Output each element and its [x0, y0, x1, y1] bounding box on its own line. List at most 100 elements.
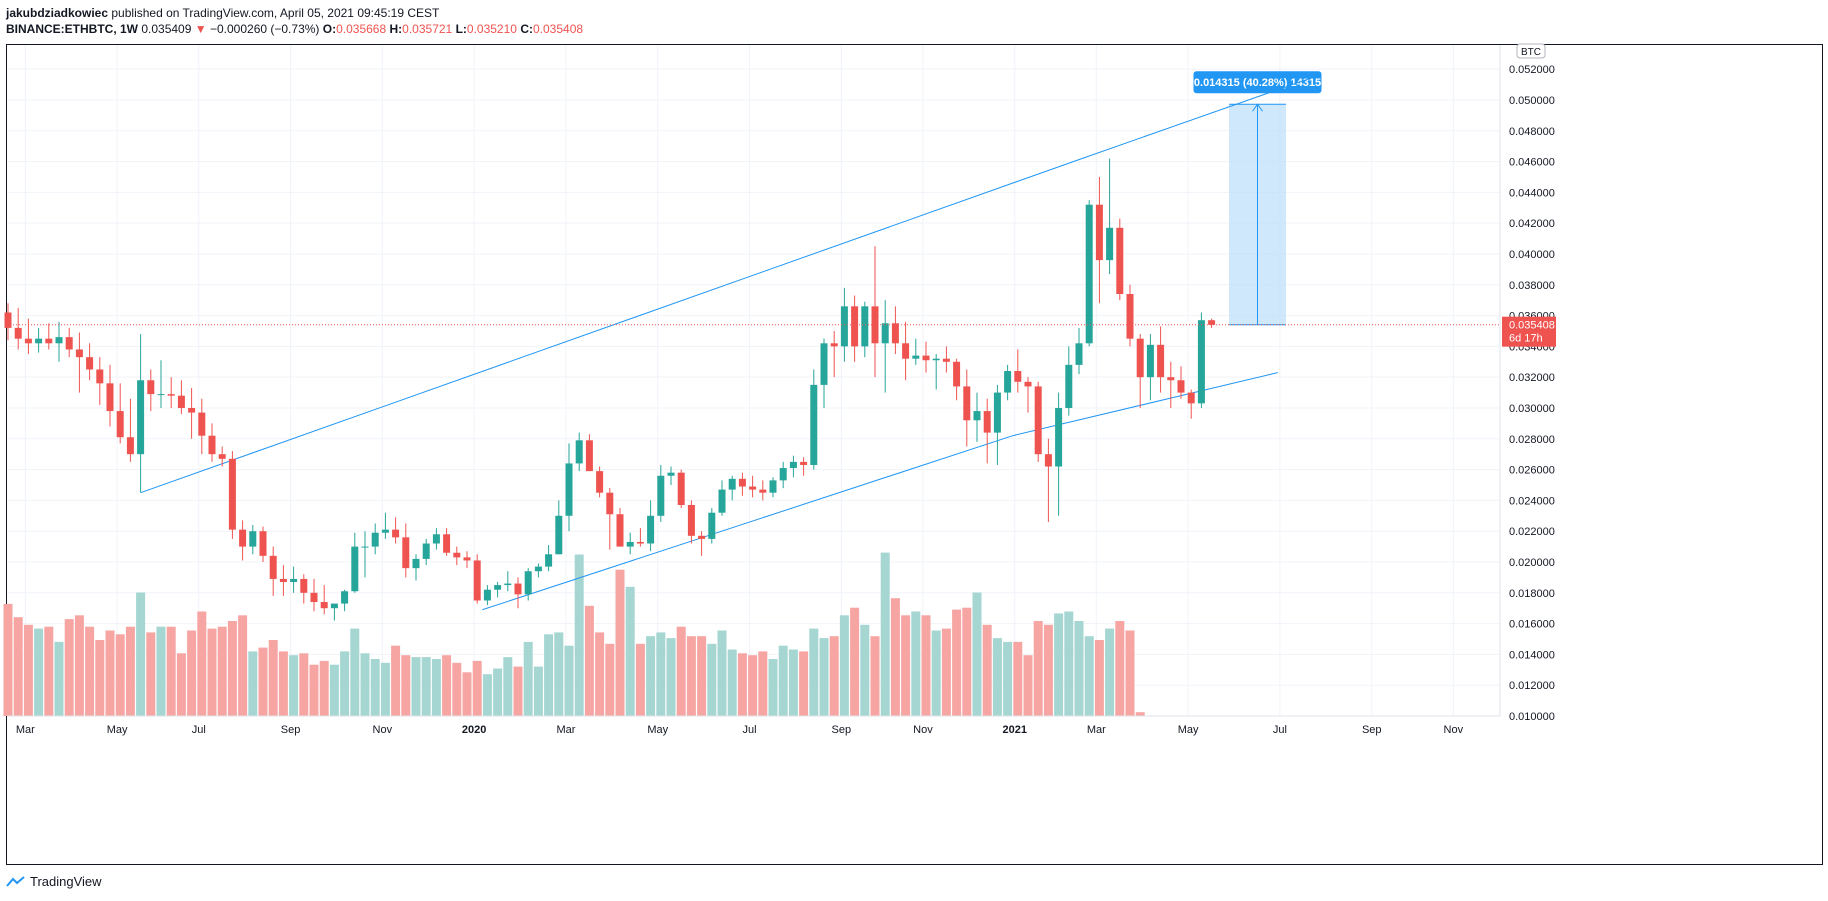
candle-body [351, 546, 359, 592]
volume-bar [839, 615, 849, 716]
candle-body [1044, 454, 1052, 467]
publish-info: published on TradingView.com, April 05, … [111, 6, 440, 20]
volume-bar [1033, 621, 1043, 716]
candle-body [789, 461, 797, 469]
volume-bar [391, 645, 401, 716]
volume-bar [64, 619, 74, 716]
volume-bar [513, 666, 523, 716]
volume-bar [901, 615, 911, 716]
volume-bar [1023, 655, 1033, 716]
volume-bar [319, 660, 329, 716]
chart-frame [6, 44, 1823, 865]
volume-bar [941, 628, 951, 716]
candle-body [840, 306, 848, 347]
candle-body [1136, 338, 1144, 378]
candle-body [300, 578, 308, 593]
volume-bar [340, 651, 350, 716]
time-tick-label: Sep [281, 724, 301, 736]
time-tick-label: Jul [192, 724, 206, 736]
footer-brand[interactable]: TradingView [6, 874, 102, 889]
price-change: −0.000260 (−0.73%) [209, 22, 320, 36]
arrow-up-icon [1252, 103, 1263, 112]
candle-body [290, 578, 298, 583]
candle-body [963, 386, 971, 421]
measure-label: 0.014315 (40.28%) 14315 [1194, 77, 1321, 89]
price-tick-label: 0.050000 [1509, 95, 1555, 107]
volume-bar [921, 615, 931, 716]
candle-body [96, 369, 104, 384]
volume-bar [503, 657, 513, 716]
volume-bar [1054, 613, 1064, 716]
candle-body [993, 392, 1001, 433]
candle-body [534, 566, 542, 572]
candle-body [606, 492, 614, 515]
candle-body [381, 529, 389, 533]
volume-bar [166, 626, 176, 716]
price-tick-label: 0.048000 [1509, 126, 1555, 138]
volume-bar [299, 653, 309, 716]
volume-bar [197, 611, 207, 716]
last-price: 0.035409 [141, 22, 192, 36]
candle-body [1065, 364, 1073, 408]
volume-bar [1013, 641, 1023, 716]
candle-body [1208, 320, 1216, 325]
volume-bar [737, 653, 747, 716]
volume-bar [992, 638, 1002, 716]
candle-body [310, 592, 318, 603]
candle-body [1167, 377, 1175, 381]
volume-bar [146, 632, 156, 716]
volume-bar [635, 643, 645, 716]
volume-bar [95, 640, 105, 716]
volume-bar [860, 624, 870, 716]
candle-body [1126, 294, 1134, 339]
author-name[interactable]: jakubdziadkowiec [6, 6, 109, 20]
volume-bar [1003, 641, 1013, 716]
candle-body [738, 478, 746, 487]
candle-body [361, 546, 369, 548]
time-tick-label: Mar [1087, 724, 1106, 736]
volume-bar [125, 626, 135, 716]
volume-bar [646, 636, 656, 716]
candle-body [728, 478, 736, 490]
time-tick-label: Mar [556, 724, 575, 736]
time-tick-label: Sep [832, 724, 852, 736]
time-tick-label: May [1178, 724, 1199, 736]
volume-bar [472, 660, 482, 716]
time-axis: Mar May Jul Sep Nov 2020 Mar May Jul Sep Nov 2021 Ma… [7, 715, 1500, 736]
volume-bar [442, 655, 452, 716]
candle-body [259, 531, 267, 556]
volume-bar [666, 638, 676, 716]
volume-bar [697, 636, 707, 716]
candle-body [912, 355, 920, 359]
candle-body [698, 535, 706, 539]
volume-bar [431, 659, 441, 716]
price-tick-label: 0.020000 [1509, 557, 1555, 569]
volume-bar [768, 659, 778, 716]
price-tick-label: 0.030000 [1509, 403, 1555, 415]
candle-body [65, 337, 73, 350]
candle-body [983, 411, 991, 433]
candle-body [524, 571, 532, 595]
candle-body [14, 327, 22, 339]
volume-bar [778, 645, 788, 716]
time-tick-label: Nov [1444, 724, 1464, 736]
volume-bar [380, 662, 390, 716]
volume-bar [329, 664, 339, 716]
candle-body [412, 558, 420, 569]
volume-bar [788, 649, 798, 716]
candle-body [371, 532, 379, 547]
price-tick-label: 0.052000 [1509, 64, 1555, 76]
candle-body [769, 480, 777, 493]
candle-body [463, 557, 471, 561]
volume-bar [829, 636, 839, 716]
candle-body [942, 358, 950, 362]
candle-body [24, 338, 32, 344]
volume-bar [1064, 611, 1074, 716]
candle-body [55, 337, 63, 344]
volume-bar [625, 586, 635, 716]
candle-body [1106, 227, 1114, 261]
volume-bar [248, 651, 258, 716]
candle-body [45, 338, 53, 344]
